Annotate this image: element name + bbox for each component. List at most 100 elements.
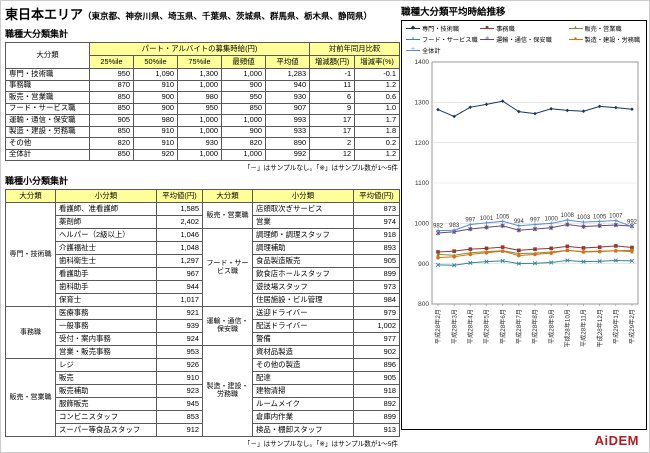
subcategory-cell: レジ	[55, 358, 157, 372]
x-axis-label: 平成28年2月	[434, 309, 442, 344]
value-cell: 950	[177, 102, 222, 115]
series-marker-icon	[581, 220, 586, 224]
col-50ile: 50%ile	[133, 55, 178, 69]
table-row: 営業・販売事務 953	[6, 345, 203, 359]
trend-chart-svg: 800 900 1000 1100 1200 1300 1400 平成28年2月 平成28年3月…	[415, 59, 639, 348]
table-row: 販売補助 923	[6, 384, 203, 398]
value-cell: 1,000	[177, 79, 222, 92]
series-marker-icon	[630, 245, 634, 250]
subcategory-cell: 倉庫内作業	[252, 410, 354, 424]
value-cell: 924	[156, 332, 203, 346]
value-cell: 920	[133, 148, 178, 161]
minor-right-header-subcategory: 小分類	[252, 189, 354, 203]
category-cell: 販売・営業職	[5, 358, 56, 437]
legend-item: ● 製造・建設・労務職	[568, 35, 645, 44]
value-cell: 0.6	[354, 91, 401, 104]
subcategory-cell: 受付・案内事務	[55, 332, 157, 346]
value-cell: 1,048	[156, 241, 203, 255]
value-cell: 905	[89, 114, 134, 127]
value-cell: 1,585	[156, 202, 203, 216]
minor-right-header-avg: 平均値(円)	[353, 189, 400, 203]
subcategory-cell: 歯科衛生士	[55, 254, 157, 268]
subcategory-cell: 看護助手	[55, 267, 157, 281]
col-yoy-rate: 増減率(%)	[354, 55, 401, 69]
table-row: 営業 974	[203, 215, 400, 229]
value-cell: 2	[309, 137, 356, 150]
value-cell: 900	[133, 91, 178, 104]
table-row: 歯科衛生士 1,297	[6, 254, 203, 268]
series-marker-icon	[436, 255, 440, 260]
value-cell: 0.2	[354, 137, 401, 150]
value-cell: 11	[309, 79, 356, 92]
series-marker-icon	[597, 219, 602, 224]
y-axis-label: 800	[418, 301, 429, 308]
table-row: 専門・技術職 950 1,090 1,300 1,000 1,283 -1 -0.1	[5, 68, 401, 81]
minor-right-header-row: 大分類 小分類 平均値(円)	[202, 189, 400, 203]
value-cell: 12	[309, 148, 356, 161]
minor-section-title: 職種小分類集計	[5, 176, 69, 186]
page-title-area: （東京都、神奈川県、埼玉県、千葉県、茨城県、群馬県、栃木県、静岡県）	[83, 11, 373, 21]
series-marker-icon	[597, 223, 602, 229]
table-row: フード・サービス職 850 900 950 850 907 9 1.0	[5, 102, 401, 115]
x-axis-label: 平成28年6月	[499, 309, 507, 344]
value-cell: 820	[89, 137, 134, 150]
legend-item: ＋全体計	[406, 46, 480, 55]
value-cell: 912	[156, 423, 203, 437]
data-label: 1003	[577, 215, 591, 221]
series-marker-icon	[533, 222, 537, 227]
series-marker-icon	[630, 248, 634, 253]
value-cell: 892	[353, 397, 400, 411]
subcategory-cell: 配送ドライバー	[252, 319, 354, 333]
series-marker-icon	[549, 260, 554, 265]
series-marker-icon	[614, 244, 618, 248]
subcategory-cell: その他の製造	[252, 358, 354, 372]
value-cell: 977	[353, 332, 400, 346]
minor-category-tables: 大分類 小分類 平均値(円) 専門・技術職 看護師、准看護師 1,585 薬剤師 2,4…	[5, 189, 400, 437]
subcategory-cell: スーパー等食品スタッフ	[55, 423, 157, 437]
series-marker-icon	[468, 247, 473, 251]
series-marker-icon	[630, 224, 634, 229]
value-cell: 910	[156, 371, 203, 385]
value-cell: 1,283	[264, 68, 311, 81]
value-cell: 1,000	[177, 125, 222, 138]
x-axis-label: 平成29年1月	[612, 309, 620, 344]
category-cell: その他	[5, 137, 90, 150]
legend-item: ◆ 専門・技術職	[406, 24, 480, 33]
value-cell: 923	[156, 384, 203, 398]
series-marker-icon	[500, 219, 505, 224]
category-cell: 運輸・通信・保安職	[5, 114, 90, 127]
series-marker-icon	[484, 259, 489, 264]
table-row: 販売・営業職 レジ 926	[5, 358, 203, 437]
y-axis-label: 1400	[415, 59, 430, 66]
legend-item: ＊運輸・通信・保安職	[480, 35, 568, 44]
series-marker-icon	[500, 249, 505, 253]
value-cell: 980	[133, 114, 178, 127]
minor-left-header-subcategory: 小分類	[55, 189, 157, 203]
series-marker-icon	[484, 250, 489, 255]
x-axis-label: 平成28年5月	[483, 309, 491, 344]
table-row: 事務職 医療事務 921	[5, 306, 203, 359]
subcategory-cell: ルームメイク	[252, 397, 354, 411]
value-cell: 993	[264, 114, 311, 127]
series-marker-icon	[468, 260, 473, 265]
category-cell: フード・サービス職	[202, 228, 253, 307]
series-marker-icon	[597, 259, 602, 264]
series-marker-icon	[452, 263, 457, 268]
minor-left-header-row: 大分類 小分類 平均値(円)	[5, 189, 203, 203]
x-axis-label: 平成28年10月	[564, 309, 572, 348]
table-row: 販売・営業職 850 900 980 950 930 6 0.6	[5, 91, 401, 104]
major-table-body: 専門・技術職 950 1,090 1,300 1,000 1,283 -1 -0.1 事務職 87…	[5, 68, 401, 161]
x-axis-label: 平成28年4月	[467, 309, 475, 344]
value-cell: 918	[353, 228, 400, 242]
major-header-row-2: 25%ile 50%ile 75%ile 最頻値 平均値 増減額(円) 増減率(…	[6, 55, 401, 69]
series-marker-icon	[629, 258, 635, 263]
subcategory-cell: 歯科助手	[55, 280, 157, 294]
table-row: 飲食店ホールスタッフ 899	[203, 267, 400, 281]
legend-marker-icon: ●	[568, 36, 583, 43]
major-header-yoy-group: 対前年同月比較	[309, 42, 401, 56]
legend-label: 製造・建設・労務職	[584, 37, 641, 44]
minor-left-header-avg: 平均値(円)	[156, 189, 203, 203]
value-cell: 933	[264, 125, 311, 138]
subcategory-cell: 検品・棚卸スタッフ	[252, 423, 354, 437]
value-cell: 940	[264, 79, 311, 92]
